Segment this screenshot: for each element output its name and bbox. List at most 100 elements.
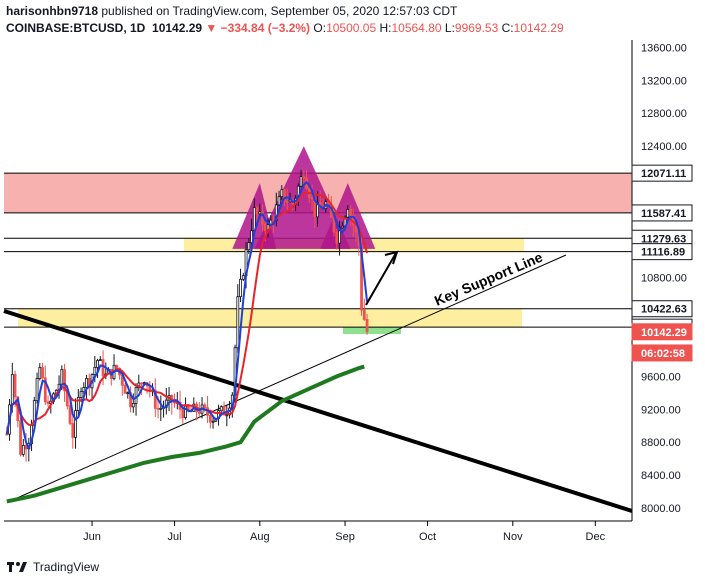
- candle-body: [277, 196, 281, 206]
- candle-body: [346, 209, 350, 218]
- price-label: 12071.11: [641, 168, 686, 180]
- price-label-box: [631, 344, 693, 362]
- low-label: L:: [444, 21, 455, 35]
- candle-body: [211, 420, 215, 423]
- tradingview-logo-icon: [7, 562, 27, 572]
- ma-fast-line: [5, 180, 369, 451]
- candle-body: [299, 176, 303, 187]
- close-label: C:: [501, 21, 514, 35]
- candle-body: [10, 374, 14, 406]
- candle-body: [96, 360, 99, 368]
- y-tick-label: 8800.00: [641, 437, 681, 449]
- candle-body: [219, 406, 223, 412]
- price-chart[interactable]: Key Support Line 8000.00 8400.00 8800.00 920…: [0, 0, 705, 556]
- footer: TradingView: [6, 560, 99, 574]
- candle-body: [123, 384, 127, 394]
- publish-line: harisonhbn9718 published on TradingView.…: [6, 3, 564, 20]
- price-label: 10422.63: [641, 304, 687, 316]
- pattern-triangle-center: [254, 146, 351, 249]
- candle-body: [93, 367, 97, 375]
- candle-body: [140, 382, 143, 385]
- candle-body: [82, 387, 86, 393]
- publisher-name[interactable]: harisonhbn9718: [6, 4, 99, 18]
- candle-body: [71, 423, 75, 438]
- y-tick-label: 8400.00: [641, 470, 681, 482]
- candle-body: [239, 278, 242, 298]
- candle-body: [335, 231, 339, 244]
- price-label: 10142.29: [641, 327, 687, 339]
- candle-body: [255, 207, 259, 215]
- candle-body: [263, 223, 267, 232]
- candle-body: [60, 369, 64, 385]
- y-tick-label: 12800.00: [641, 108, 687, 120]
- y-tick-label: 13600.00: [641, 42, 687, 54]
- candle-body: [101, 359, 105, 377]
- candle-body: [131, 403, 135, 408]
- x-tick-label: Sep: [335, 531, 355, 543]
- y-tick-label: 12400.00: [641, 141, 687, 153]
- key-support-line: [7, 254, 567, 503]
- candle-body: [134, 387, 138, 404]
- x-tick-label: Dec: [586, 531, 606, 543]
- price-label: 11116.89: [641, 247, 685, 259]
- candle-body: [365, 319, 369, 333]
- brand-name[interactable]: TradingView: [33, 560, 100, 574]
- symbol-label: COINBASE:BTCUSD, 1D: [6, 21, 146, 35]
- candle-body: [13, 374, 17, 398]
- price-label: 11279.63: [641, 233, 686, 245]
- candle-body: [79, 391, 83, 398]
- chart-header: harisonhbn9718 published on TradingView.…: [6, 3, 564, 37]
- high-label: H:: [379, 21, 392, 35]
- candle-body: [41, 367, 44, 379]
- support-zone-lower: [18, 308, 522, 328]
- candle-body: [340, 225, 344, 229]
- candle-body: [236, 296, 240, 349]
- arrow-head-icon: [384, 250, 399, 265]
- descending-trendline: [3, 309, 633, 513]
- candle-body: [203, 404, 207, 409]
- price-label-box: [631, 300, 693, 318]
- candle-body: [250, 230, 253, 244]
- candle-body: [349, 209, 352, 216]
- annotation-label: Key Support Line: [432, 249, 545, 309]
- candle-body: [283, 189, 286, 202]
- candle-body: [197, 411, 201, 414]
- price-label-box: [631, 243, 693, 261]
- low-value: 9969.53: [454, 21, 499, 35]
- candle-body: [85, 377, 88, 388]
- candle-body: [35, 378, 39, 401]
- ma-slow-line: [6, 364, 365, 504]
- x-tick-label: Jul: [168, 531, 182, 543]
- candle-body: [63, 369, 66, 392]
- candle-body: [302, 176, 306, 179]
- candle-body: [159, 407, 163, 410]
- x-tick-label: Nov: [503, 531, 523, 543]
- high-value: 10564.80: [391, 21, 442, 35]
- candle-body: [285, 200, 289, 203]
- candle-body: [225, 414, 229, 417]
- candle-body: [208, 415, 212, 423]
- candle-body: [156, 407, 160, 410]
- candle-body: [241, 275, 245, 280]
- candle-body: [68, 405, 72, 424]
- candle-body: [74, 410, 77, 438]
- candle-body: [153, 389, 157, 409]
- arrow-line: [365, 252, 397, 306]
- candle-body: [24, 445, 28, 450]
- down-arrow-icon: ▼: [205, 21, 218, 35]
- price-label-box: [631, 204, 693, 222]
- candle-body: [184, 405, 187, 418]
- publish-info: published on TradingView.com, September …: [101, 4, 458, 18]
- candle-body: [362, 309, 366, 320]
- candle-body: [247, 242, 251, 251]
- ohlc-line: COINBASE:BTCUSD, 1D 10142.29 ▼ −334.84 (…: [6, 20, 564, 37]
- candle-body: [43, 377, 47, 403]
- price-label: 06:02:58: [641, 348, 685, 360]
- price-label-box: [631, 164, 693, 182]
- last-price: 10142.29: [152, 21, 203, 35]
- candle-body: [258, 211, 262, 215]
- candle-body: [21, 445, 25, 455]
- y-tick-label: 9600.00: [641, 371, 681, 383]
- green-zone: [343, 327, 401, 335]
- open-value: 10500.05: [326, 21, 377, 35]
